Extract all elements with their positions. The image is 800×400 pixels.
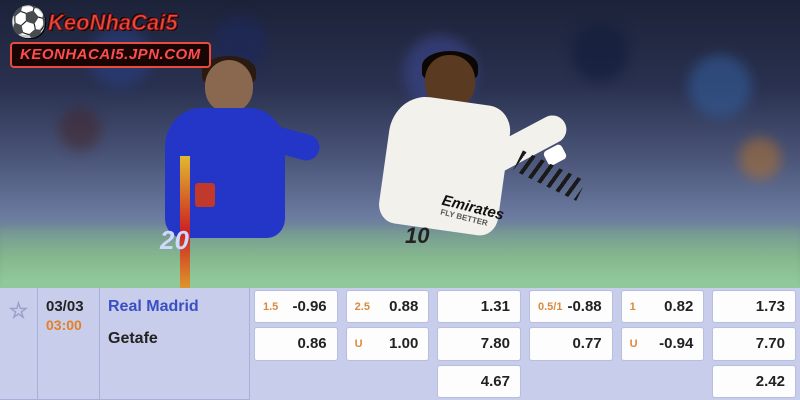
favorite-star-icon[interactable]: ☆	[9, 298, 29, 324]
odds-col2-total	[346, 365, 430, 398]
odds-col2-away[interactable]: U 1.00	[346, 327, 430, 360]
home-team-name[interactable]: Real Madrid	[108, 298, 199, 316]
app-root: 20 Emirates FLY BETTER 10 ⚽ KeoNhaCai5 K…	[0, 0, 800, 400]
match-photo: 20 Emirates FLY BETTER 10 ⚽ KeoNhaCai5 K…	[0, 0, 800, 288]
odds-col6-away[interactable]: 7.70	[712, 327, 796, 360]
odds-col4-home-label: 0.5/1	[538, 301, 562, 313]
odds-col2-home-value: 0.88	[374, 298, 418, 315]
match-datetime: 03/03 03:00	[38, 288, 100, 400]
odds-col1-away-value: 0.86	[263, 335, 327, 352]
odds-col3-total[interactable]: 4.67	[437, 365, 521, 398]
odds-col5-home-label: 1	[630, 301, 636, 313]
odds-col3-total-value: 4.67	[446, 373, 510, 390]
odds-col5-away[interactable]: U -0.94	[621, 327, 705, 360]
odds-col5-away-label: U	[630, 338, 638, 350]
odds-col6-away-value: 7.70	[721, 335, 785, 352]
odds-col2-home[interactable]: 2.5 0.88	[346, 290, 430, 323]
match-time: 03:00	[46, 317, 82, 333]
match-date: 03/03	[46, 298, 84, 315]
odds-col3-home-value: 1.31	[446, 298, 510, 315]
odds-col5-home-value: 0.82	[640, 298, 694, 315]
odds-col1-home-label: 1.5	[263, 301, 278, 313]
odds-col3-away-value: 7.80	[446, 335, 510, 352]
brand-url-text: KEONHACAI5.JPN.COM	[20, 46, 201, 63]
odds-col6-home-value: 1.73	[721, 298, 785, 315]
odds-col1-home-value: -0.96	[282, 298, 326, 315]
brand-url-badge[interactable]: KEONHACAI5.JPN.COM	[10, 42, 211, 68]
odds-col5-total	[621, 365, 705, 398]
site-branding: ⚽ KeoNhaCai5 KEONHACAI5.JPN.COM	[10, 6, 211, 68]
odds-col6-total[interactable]: 2.42	[712, 365, 796, 398]
odds-col4-home[interactable]: 0.5/1 -0.88	[529, 290, 613, 323]
odds-col6-total-value: 2.42	[721, 373, 785, 390]
odds-col5-away-value: -0.94	[642, 335, 694, 352]
odds-col3-away[interactable]: 7.80	[437, 327, 521, 360]
odds-col6-home[interactable]: 1.73	[712, 290, 796, 323]
away-team-name[interactable]: Getafe	[108, 330, 158, 348]
odds-col1-home[interactable]: 1.5 -0.96	[254, 290, 338, 323]
favorite-toggle[interactable]: ☆	[0, 288, 38, 400]
soccer-player-icon: ⚽	[10, 6, 44, 40]
odds-col4-home-value: -0.88	[566, 298, 601, 315]
odds-table: ☆ 03/03 03:00 Real Madrid Getafe 1.5 -0.…	[0, 288, 800, 400]
real-madrid-attacker-photo: Emirates FLY BETTER 10	[330, 55, 530, 285]
odds-col1-total	[254, 365, 338, 398]
odds-col2-away-value: 1.00	[367, 335, 419, 352]
odds-col4-away[interactable]: 0.77	[529, 327, 613, 360]
odds-col4-total	[529, 365, 613, 398]
odds-col1-away[interactable]: 0.86	[254, 327, 338, 360]
odds-col3-home[interactable]: 1.31	[437, 290, 521, 323]
match-teams[interactable]: Real Madrid Getafe	[100, 288, 250, 400]
odds-col2-away-label: U	[355, 338, 363, 350]
odds-col2-home-label: 2.5	[355, 301, 370, 313]
brand-name: KeoNhaCai5	[48, 10, 178, 36]
odds-col5-home[interactable]: 1 0.82	[621, 290, 705, 323]
getafe-defender-photo: 20	[150, 60, 300, 288]
odds-col4-away-value: 0.77	[538, 335, 602, 352]
